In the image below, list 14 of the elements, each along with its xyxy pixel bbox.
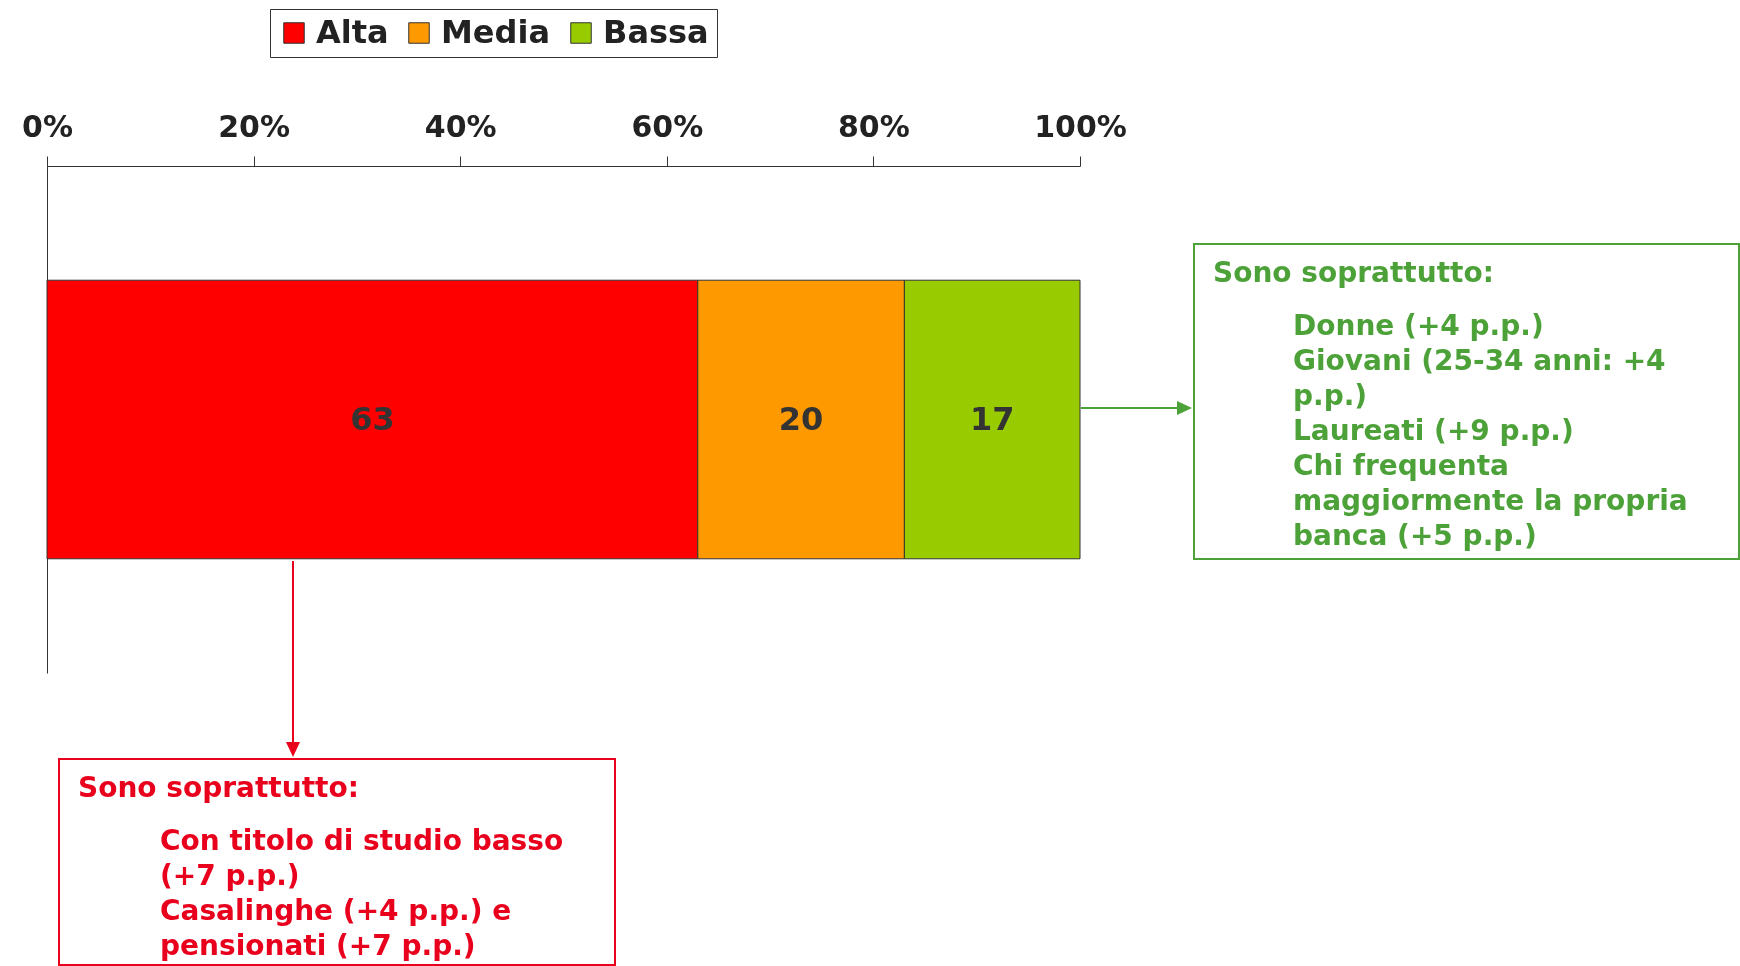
legend-label: Alta	[316, 13, 389, 51]
x-tick-label: 100%	[1034, 108, 1127, 144]
x-tick-label: 80%	[837, 108, 910, 144]
data-label: 63	[350, 399, 395, 438]
data-label: 20	[778, 399, 824, 438]
legend-label: Media	[441, 13, 551, 51]
data-label: 17	[969, 399, 1015, 438]
text: Sono soprattutto: Con titolo di studio basso (+7 p.p.) Casalinghe (+4 p.p.) e pensionati (+7 p.p.)	[78, 770, 565, 963]
legend-label: Bassa	[603, 13, 709, 51]
x-tick-label: 40%	[424, 108, 497, 144]
x-tick-label: 0%	[22, 108, 73, 144]
x-tick-label: 20%	[218, 108, 291, 144]
text: Sono soprattutto: Donne (+4 p.p.) Giovani (25-34 anni: +4 p.p.) Laureati (+9 p.p.) Chi frequenta maggiormente la propria banca (+5 p.p.)	[1213, 255, 1689, 553]
x-tick-label: 60%	[631, 108, 704, 144]
